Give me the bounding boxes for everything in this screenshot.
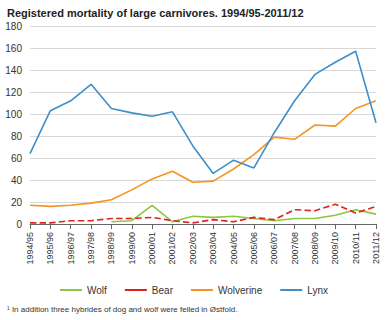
- svg-text:Wolf: Wolf: [87, 285, 107, 296]
- svg-text:1999/00: 1999/00: [127, 232, 137, 265]
- svg-text:2003/04: 2003/04: [208, 232, 218, 265]
- svg-text:¹ In addition three hybrides o: ¹ In addition three hybrides of dog and …: [7, 305, 237, 314]
- svg-text:2010/11: 2010/11: [351, 232, 361, 264]
- svg-text:1994/95: 1994/95: [25, 232, 35, 265]
- svg-text:120: 120: [5, 87, 22, 98]
- svg-text:1997/98: 1997/98: [86, 232, 96, 265]
- svg-text:1998/99: 1998/99: [106, 232, 116, 265]
- svg-text:Wolverine: Wolverine: [218, 285, 263, 296]
- svg-text:2002/03: 2002/03: [188, 232, 198, 265]
- svg-text:1996/97: 1996/97: [66, 232, 76, 265]
- svg-text:2005/06: 2005/06: [249, 232, 259, 265]
- svg-text:80: 80: [11, 131, 23, 142]
- svg-text:2004/05: 2004/05: [229, 232, 239, 265]
- svg-text:Lynx: Lynx: [307, 285, 328, 296]
- svg-text:100: 100: [5, 109, 22, 120]
- svg-text:0: 0: [16, 219, 22, 230]
- svg-text:Registered mortality of large: Registered mortality of large carnivores…: [7, 7, 304, 19]
- svg-text:1995/96: 1995/96: [45, 232, 55, 265]
- svg-text:2006/07: 2006/07: [269, 232, 279, 265]
- svg-text:2009/10: 2009/10: [330, 232, 340, 265]
- svg-text:20: 20: [11, 197, 23, 208]
- svg-text:140: 140: [5, 65, 22, 76]
- svg-text:Bear: Bear: [152, 285, 174, 296]
- svg-text:40: 40: [11, 175, 23, 186]
- svg-text:2000/01: 2000/01: [147, 232, 157, 265]
- svg-text:2008/09: 2008/09: [310, 232, 320, 265]
- svg-text:60: 60: [11, 153, 23, 164]
- svg-text:2011/12: 2011/12: [371, 232, 381, 264]
- svg-text:160: 160: [5, 43, 22, 54]
- svg-text:180: 180: [5, 21, 22, 32]
- svg-text:2007/08: 2007/08: [290, 232, 300, 265]
- svg-text:2001/02: 2001/02: [167, 232, 177, 265]
